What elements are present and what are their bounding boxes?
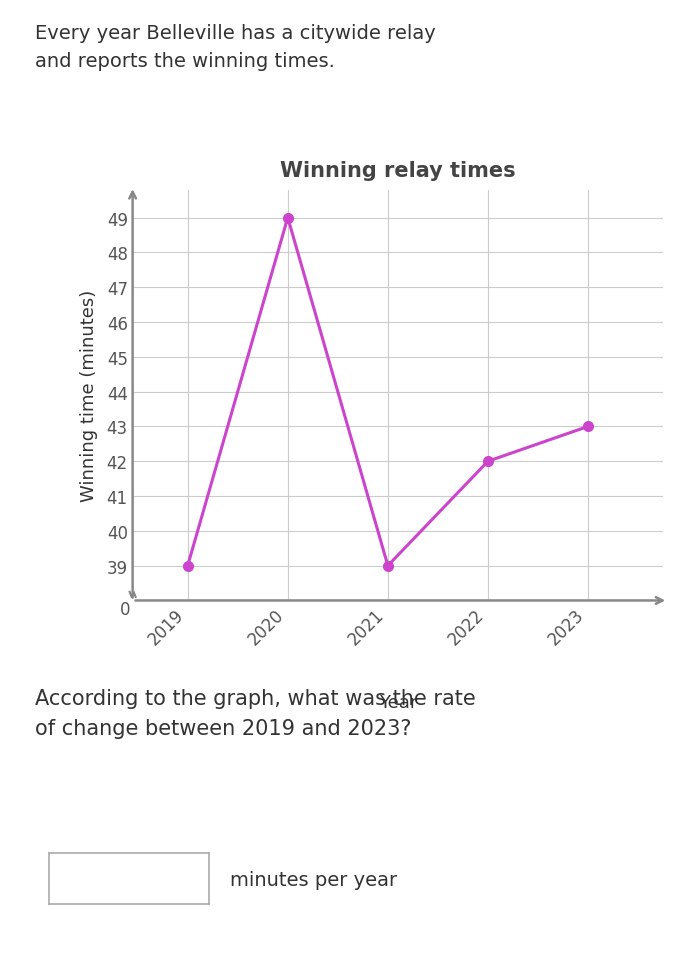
Text: According to the graph, what was the rate
of change between 2019 and 2023?: According to the graph, what was the rat… <box>35 689 475 739</box>
Title: Winning relay times: Winning relay times <box>280 160 516 181</box>
Text: 0: 0 <box>120 601 131 618</box>
Text: Year: Year <box>379 694 417 711</box>
Text: Every year Belleville has a citywide relay
and reports the winning times.: Every year Belleville has a citywide rel… <box>35 24 436 71</box>
Y-axis label: Winning time (minutes): Winning time (minutes) <box>80 289 98 502</box>
Text: minutes per year: minutes per year <box>230 870 397 889</box>
